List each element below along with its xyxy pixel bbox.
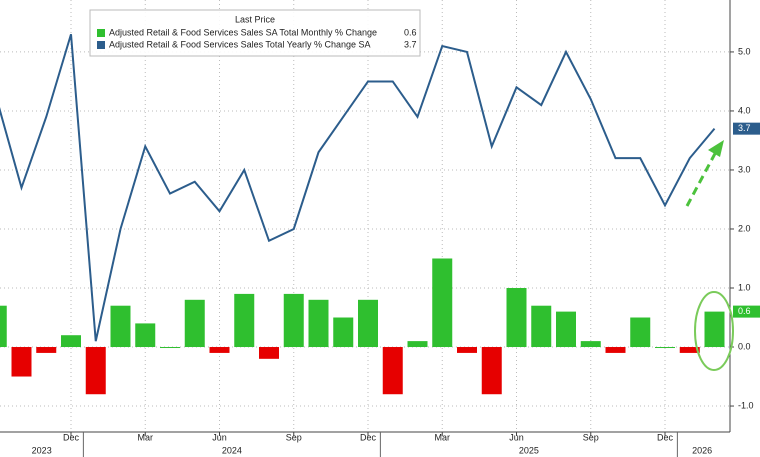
bar bbox=[481, 347, 502, 395]
axes: -1.0 0.0 1.0 2.0 3.0 4.0 5.0 Dec Mar Jun Sep Dec Mar… bbox=[32, 46, 760, 457]
grid bbox=[0, 0, 730, 432]
bar bbox=[11, 347, 32, 377]
bar bbox=[85, 347, 106, 395]
bar bbox=[605, 347, 626, 353]
bar bbox=[308, 299, 329, 348]
bar bbox=[333, 317, 354, 348]
legend-title: Last Price bbox=[235, 14, 275, 24]
last-value-label: 3.7 bbox=[738, 123, 751, 133]
legend-label: Adjusted Retail & Food Services Sales To… bbox=[109, 39, 370, 49]
bar bbox=[457, 347, 477, 353]
year-label: 2025 bbox=[519, 445, 539, 455]
bar bbox=[234, 293, 255, 348]
x-tick-label: Mar bbox=[138, 432, 154, 442]
x-tick-label: Sep bbox=[583, 432, 599, 442]
bar bbox=[135, 323, 156, 348]
x-tick-label: Dec bbox=[360, 432, 377, 442]
bar bbox=[283, 293, 304, 348]
last-value-label: 0.6 bbox=[738, 306, 751, 316]
plot-area bbox=[0, 33, 725, 395]
annotation-arrowhead bbox=[708, 140, 724, 157]
annotation-arrow bbox=[685, 147, 720, 207]
y-tick-label: -1.0 bbox=[738, 400, 754, 410]
bar bbox=[259, 347, 279, 359]
bar bbox=[358, 299, 378, 348]
year-label: 2026 bbox=[692, 445, 712, 455]
y-tick-label: 1.0 bbox=[738, 282, 751, 292]
bar bbox=[209, 347, 230, 353]
bar bbox=[61, 335, 81, 348]
annotation-circle bbox=[694, 291, 734, 371]
last-value-tag bbox=[733, 122, 760, 135]
legend-label: Adjusted Retail & Food Services Sales SA… bbox=[109, 27, 377, 37]
x-tick-label: Mar bbox=[435, 432, 451, 442]
bar bbox=[110, 305, 131, 348]
y-tick-label: 0.0 bbox=[738, 341, 751, 351]
x-tick-label: Dec bbox=[63, 432, 80, 442]
bar bbox=[432, 258, 453, 348]
bar bbox=[160, 347, 180, 349]
year-label: 2024 bbox=[222, 445, 242, 455]
year-label: 2023 bbox=[32, 445, 52, 455]
bar bbox=[704, 311, 725, 348]
bar bbox=[580, 341, 601, 348]
y-tick-label: 3.0 bbox=[738, 164, 751, 174]
bar bbox=[0, 305, 7, 348]
x-tick-label: Sep bbox=[286, 432, 302, 442]
legend-value: 0.6 bbox=[404, 27, 417, 37]
bar bbox=[184, 299, 205, 348]
line bbox=[0, 33, 716, 342]
bar bbox=[630, 317, 651, 348]
x-tick-label: Jun bbox=[212, 432, 227, 442]
bar bbox=[679, 347, 700, 353]
bar bbox=[655, 347, 675, 349]
legend-swatch bbox=[97, 41, 105, 49]
x-tick-label: Dec bbox=[657, 432, 674, 442]
last-value-tag bbox=[733, 305, 760, 318]
bar bbox=[556, 311, 576, 348]
bar bbox=[531, 305, 552, 348]
bar bbox=[506, 288, 527, 348]
x-tick-label: Jun bbox=[509, 432, 524, 442]
y-tick-label: 4.0 bbox=[738, 105, 751, 115]
legend: Last Price Adjusted Retail & Food Servic… bbox=[89, 9, 421, 57]
y-tick-label: 2.0 bbox=[738, 223, 751, 233]
legend-box bbox=[89, 9, 421, 57]
legend-value: 3.7 bbox=[404, 39, 417, 49]
bar bbox=[382, 347, 403, 395]
y-tick-label: 5.0 bbox=[738, 46, 751, 56]
legend-swatch bbox=[97, 29, 105, 37]
bar bbox=[36, 347, 57, 353]
bar bbox=[407, 341, 428, 348]
